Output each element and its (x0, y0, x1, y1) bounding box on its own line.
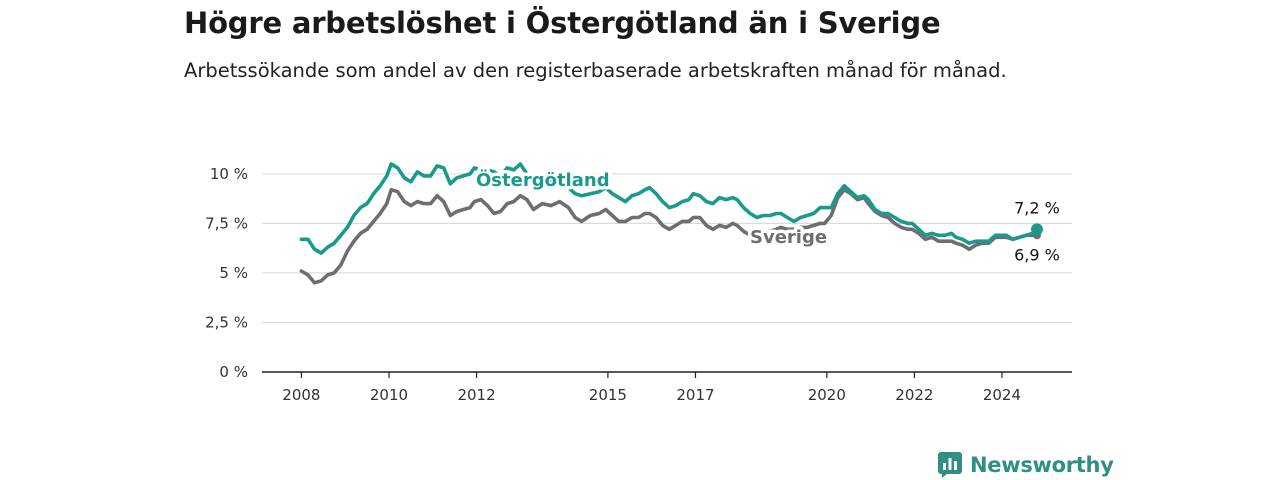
x-tick-label: 2017 (676, 386, 714, 404)
series-line-ostergotland (299, 162, 1039, 255)
series-label-sverige-halo: Sverige (750, 227, 827, 248)
y-tick-label: 7,5 % (205, 214, 248, 232)
series-label-sverige: Sverige (750, 227, 827, 248)
x-tick-label: 2024 (983, 386, 1021, 404)
end-label-sverige: 6,9 % (1014, 245, 1060, 264)
y-tick-label: 2,5 % (205, 313, 248, 331)
x-tick-label: 2010 (370, 386, 408, 404)
series-labels: ÖstergötlandÖstergötlandSverigeSverige7,… (473, 166, 1060, 265)
brand-logo[interactable]: Newsworthy (938, 450, 1114, 480)
x-tick-label: 2008 (282, 386, 320, 404)
bar-chart-speech-bubble-icon (938, 452, 962, 478)
chart-title: Högre arbetslöshet i Östergötland än i S… (184, 6, 941, 40)
x-tick-label: 2020 (808, 386, 846, 404)
end-marker-ostergotland (1030, 223, 1043, 236)
y-axis-ticks: 0 % 2,5 % 5 % 7,5 % 10 % (205, 165, 248, 381)
y-tick-label: 0 % (219, 363, 248, 381)
brand-name: Newsworthy (970, 453, 1114, 477)
x-tick-label: 2015 (589, 386, 627, 404)
y-tick-label: 5 % (219, 264, 248, 282)
end-label-ostergotland: 7,2 % (1014, 198, 1060, 217)
x-tick-label: 2012 (457, 386, 495, 404)
chart-subtitle: Arbetssökande som andel av den registerb… (184, 59, 1007, 82)
x-tick-label: 2022 (895, 386, 933, 404)
series-line-sverige (299, 187, 1039, 285)
y-tick-label: 10 % (210, 165, 248, 183)
series-lines (299, 162, 1039, 285)
series-label-ostergotland: Östergötland (476, 169, 610, 191)
series-label-ostergotland-halo: Östergötland (476, 169, 610, 191)
x-axis-ticks: 2008 2010 2012 2015 2017 2020 2022 2024 (262, 371, 1072, 404)
grid-lines (262, 173, 1072, 323)
